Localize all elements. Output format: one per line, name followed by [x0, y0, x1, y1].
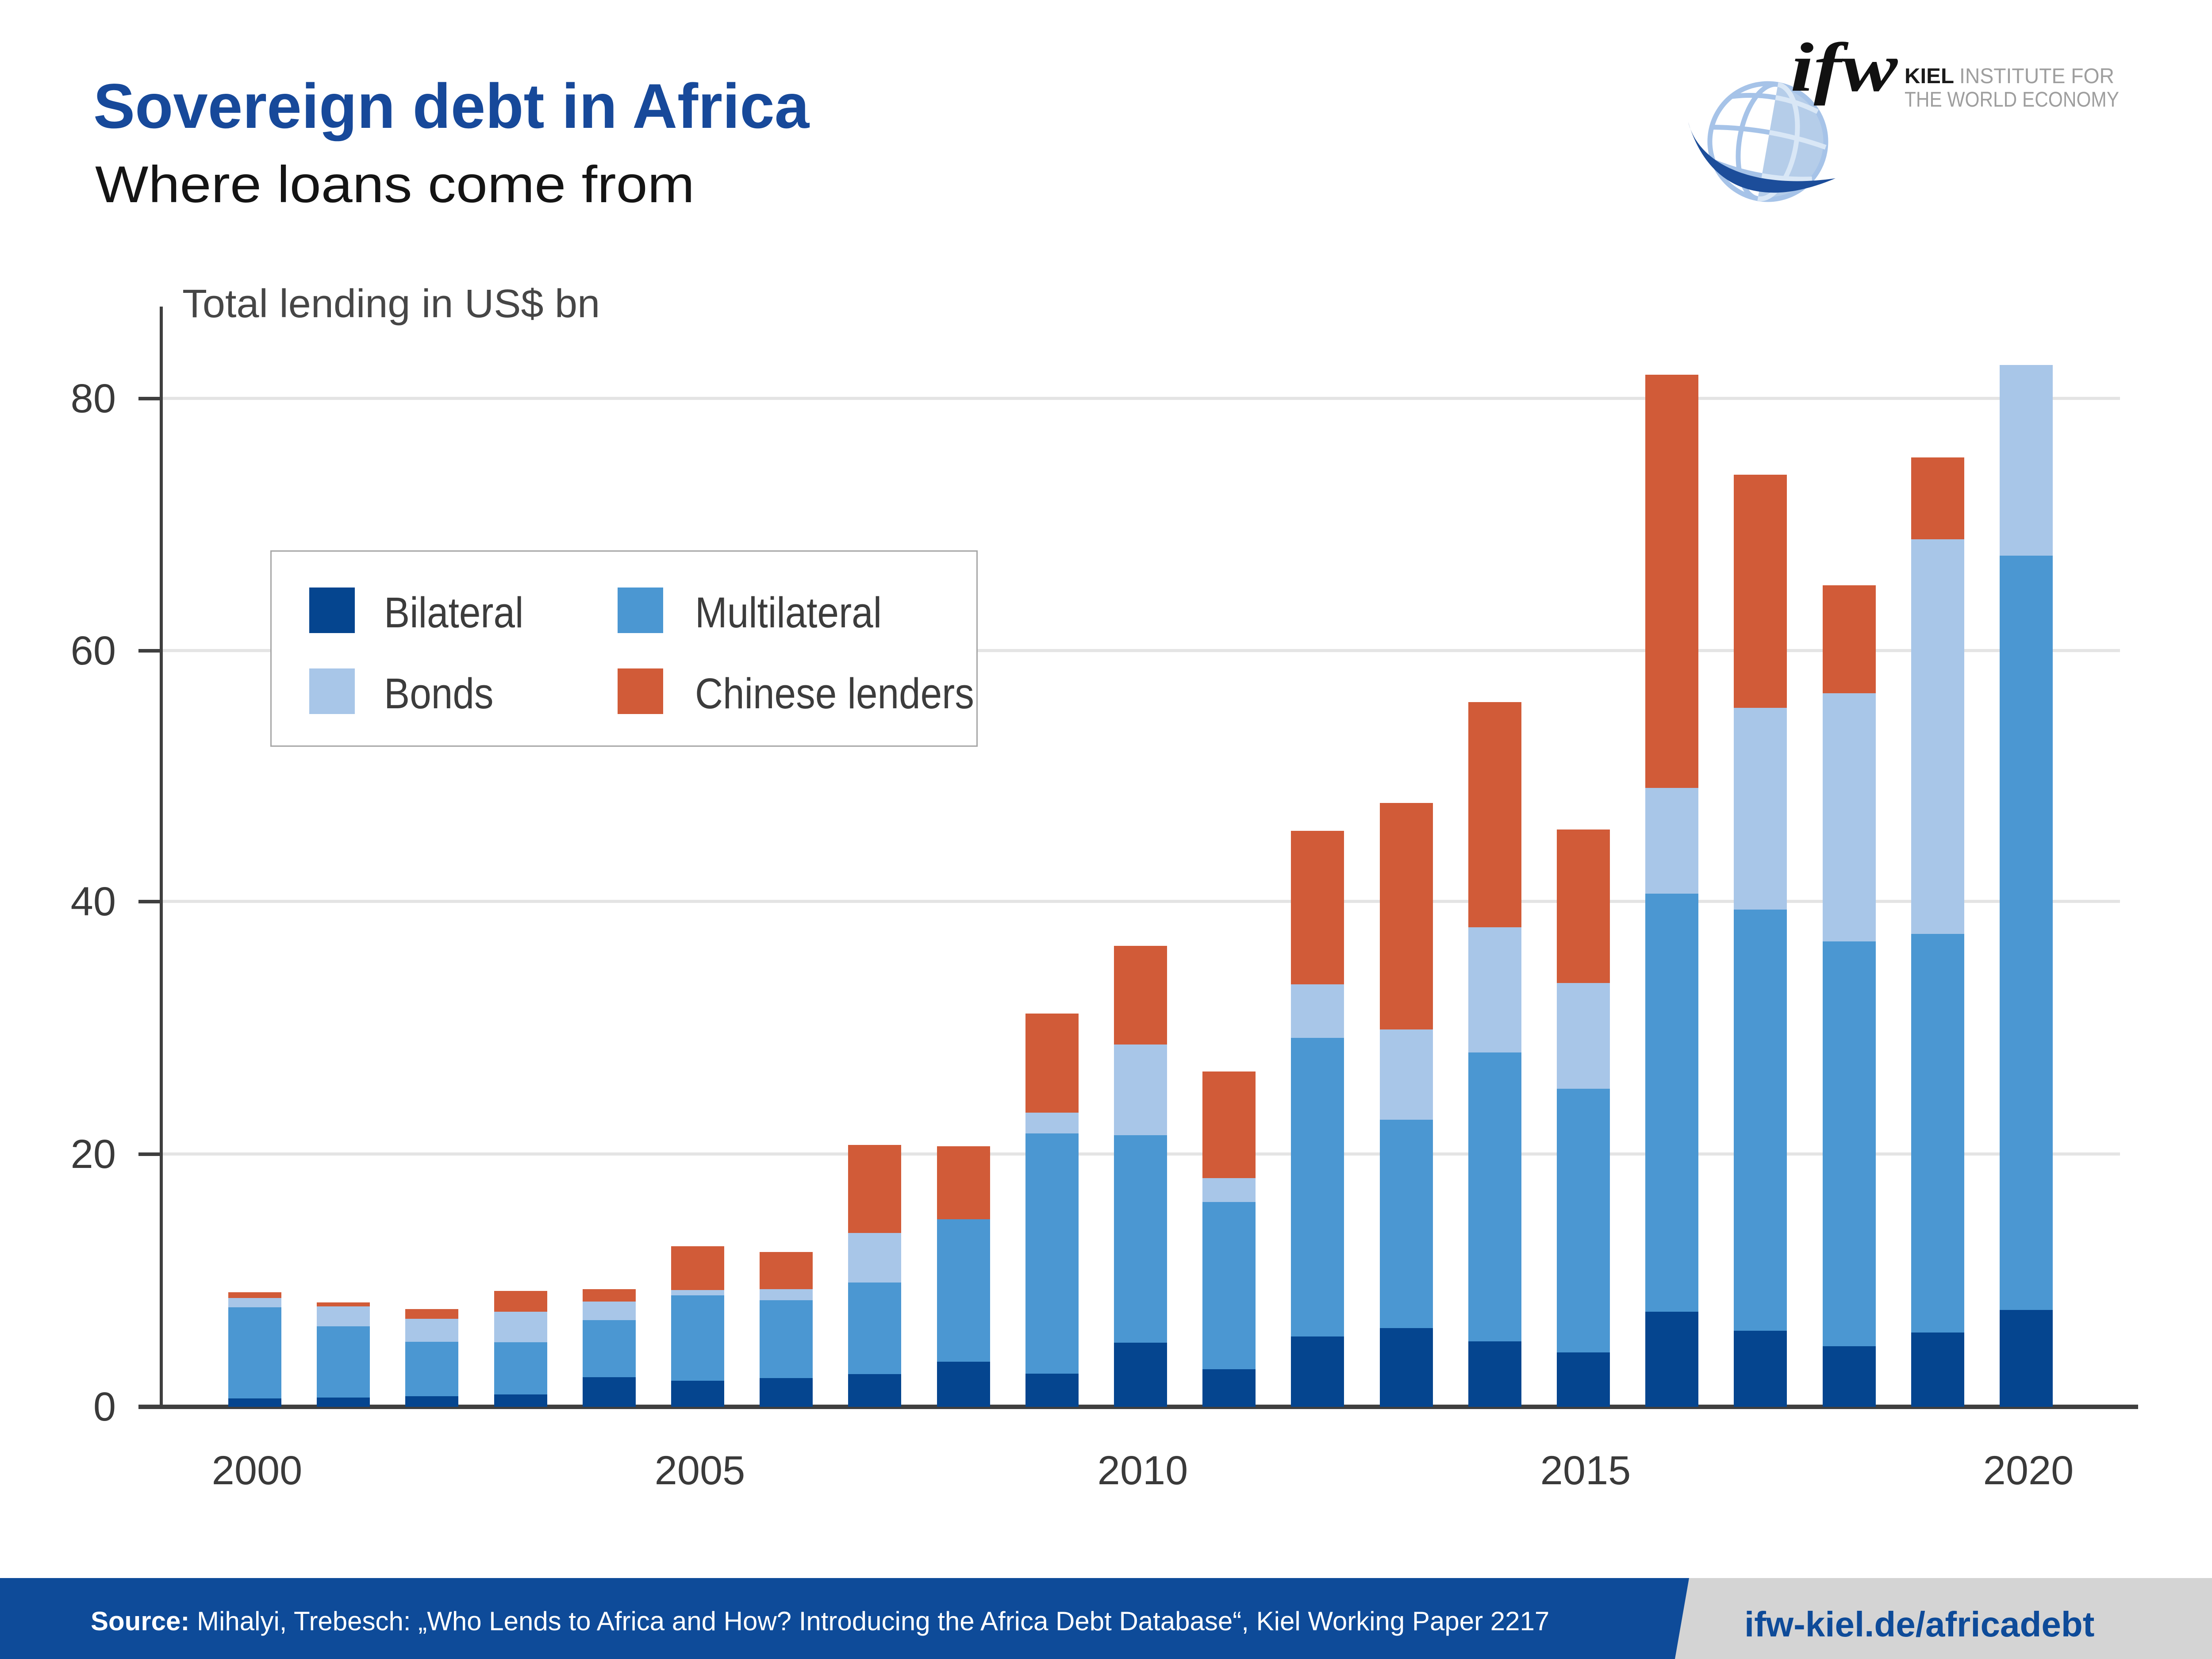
- svg-text:INSTITUTE FOR: INSTITUTE FOR: [1959, 65, 2114, 88]
- svg-text:ifw: ifw: [1790, 35, 1898, 106]
- svg-text:KIEL: KIEL: [1905, 65, 1954, 88]
- svg-text:THE WORLD ECONOMY: THE WORLD ECONOMY: [1905, 88, 2119, 111]
